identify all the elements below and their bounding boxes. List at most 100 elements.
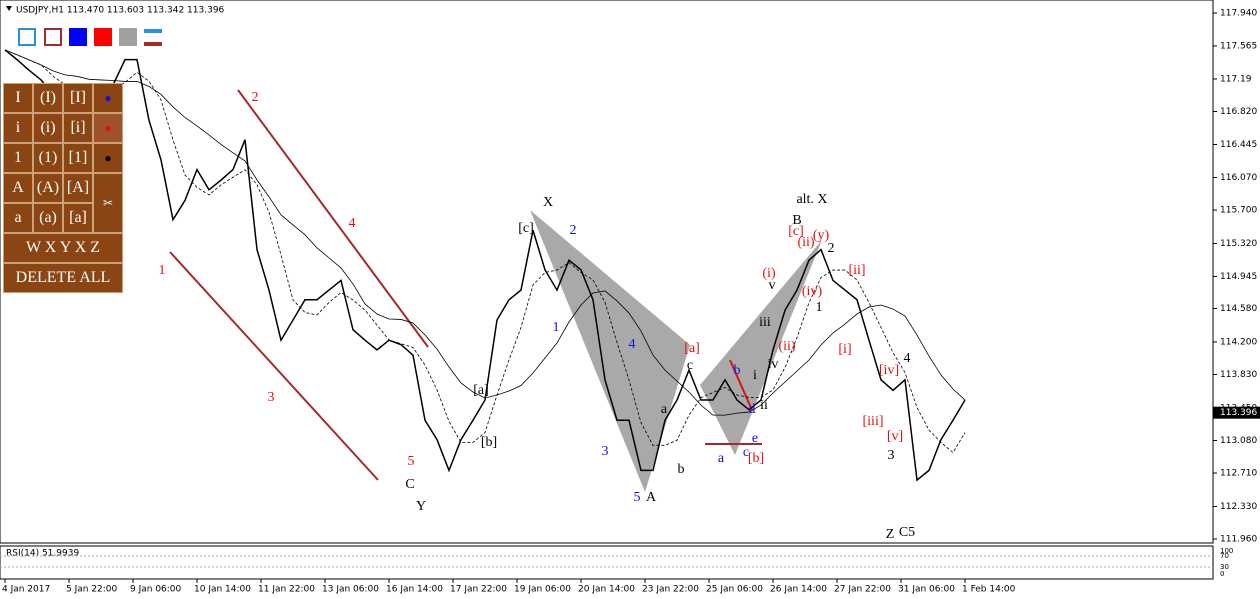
wave-label: X [543,195,553,210]
x-tick-label: 9 Jan 06:00 [130,585,182,595]
wave-button[interactable]: i [3,113,33,143]
tool-icon[interactable]: ● [93,143,123,173]
color-swatch[interactable] [69,28,87,46]
toolbar-row: I (I) [I] ● [3,83,123,113]
wave-button[interactable]: (I) [33,83,63,113]
wave-label: [iv] [879,363,899,378]
toolbar: I (I) [I] ● i (i) [i] ● 1 (1) [1] ● A (A) [A] ✂ a (a) [a] W… [3,83,123,293]
x-tick-label: 23 Jan 22:00 [642,585,699,595]
x-tick-label: 1 Feb 14:00 [962,585,1016,595]
moving-average [4,49,966,454]
toolbar-row: A (A) [A] ✂ [3,173,123,233]
dropdown-icon[interactable] [6,6,12,11]
wave-button[interactable]: [1] [63,143,93,173]
wave-label: Z [886,527,895,542]
current-price-label: 113.396 [1220,408,1257,418]
wave-label: (i) [762,266,776,281]
wave-label: (ii) [778,339,795,354]
wave-button[interactable]: [I] [63,83,93,113]
wxyxz-button[interactable]: W X Y X Z [3,233,123,263]
wave-label: C [405,477,414,492]
wave-label: iv [768,357,779,372]
wave-label: 5 [634,490,641,505]
y-tick-label: 112.710 [1220,469,1257,479]
rsi-frame [0,545,1214,580]
toolbar-row: a (a) [a] [3,203,93,233]
color-swatch[interactable] [94,28,112,46]
y-tick-label: 116.070 [1220,173,1257,183]
x-tick-label: 5 Jan 22:00 [66,585,118,595]
x-tick-label: 31 Jan 06:00 [898,585,955,595]
y-tick-label: 114.580 [1220,304,1257,314]
wave-label: 1 [553,320,560,335]
pattern-triangle [530,210,690,492]
line-style[interactable] [144,29,162,33]
wave-button[interactable]: (i) [33,113,63,143]
pattern-triangle [700,240,822,455]
trend-line [237,89,429,348]
color-swatch[interactable] [44,28,62,46]
trend-line [169,251,379,481]
y-tick-label: 114.945 [1220,272,1257,282]
wave-label: 3 [602,444,609,459]
wave-label: (ii) [797,235,814,250]
wave-label: iii [759,315,771,330]
wave-label: C5 [899,525,915,540]
wave-label: [v] [887,429,903,444]
y-tick-label: 117.940 [1220,9,1257,19]
wave-label: [c] [788,224,804,239]
tool-icon[interactable]: ✂ [93,173,123,233]
rsi-tick-label: 30 [1220,563,1229,571]
delete-all-button[interactable]: DELETE ALL [3,263,123,293]
wave-label: c [687,358,693,373]
toolbar-row: i (i) [i] ● [3,113,123,143]
wave-label: 4 [904,351,911,366]
x-tick-label: 20 Jan 14:00 [578,585,635,595]
wave-button[interactable]: 1 [3,143,33,173]
wave-label: alt. X [796,192,827,207]
wave-label: [c] [518,221,534,236]
y-tick-label: 116.820 [1220,107,1257,117]
wave-button[interactable]: (1) [33,143,63,173]
wave-label: [iii] [863,414,884,429]
wave-button[interactable]: [i] [63,113,93,143]
line-style[interactable] [144,42,162,46]
tool-icon[interactable]: ● [93,113,123,143]
wave-label: b [678,462,685,477]
y-tick-label: 115.700 [1220,206,1257,216]
color-swatch[interactable] [119,28,137,46]
symbol-info: USDJPY,H1 113.470 113.603 113.342 113.39… [16,6,225,16]
wave-button[interactable]: [a] [63,203,93,233]
wave-label: [a] [684,341,700,356]
wave-button[interactable]: A [3,173,33,203]
wave-label: 5 [408,454,415,469]
y-tick-label: 117.19 [1220,74,1252,84]
wave-label: [b] [481,435,497,450]
wave-button[interactable]: (a) [33,203,63,233]
color-swatch[interactable] [18,28,36,46]
tool-icon[interactable]: ● [93,83,123,113]
wave-button[interactable]: a [3,203,33,233]
wave-label: A [646,490,657,505]
rsi-tick-label: 100 [1220,547,1233,555]
wave-label: Y [416,499,426,514]
wave-button[interactable]: (A) [33,173,63,203]
plot-frame [0,0,1214,544]
x-tick-label: 16 Jan 14:00 [386,585,443,595]
x-tick-label: 17 Jan 22:00 [450,585,507,595]
wave-label: 3 [268,390,275,405]
x-tick-label: 4 Jan 2017 [2,585,50,595]
y-tick-label: 116.445 [1220,140,1257,150]
y-tick-label: 113.830 [1220,370,1257,380]
y-tick-label: 112.330 [1220,502,1257,512]
wave-label: 1 [159,263,166,278]
wave-button[interactable]: [A] [63,173,93,203]
x-tick-label: 27 Jan 22:00 [834,585,891,595]
wave-button[interactable]: I [3,83,33,113]
wave-label: b [734,363,741,378]
x-tick-label: 26 Jan 14:00 [770,585,827,595]
wave-label: d [749,402,756,417]
wave-label: 2 [252,90,259,105]
